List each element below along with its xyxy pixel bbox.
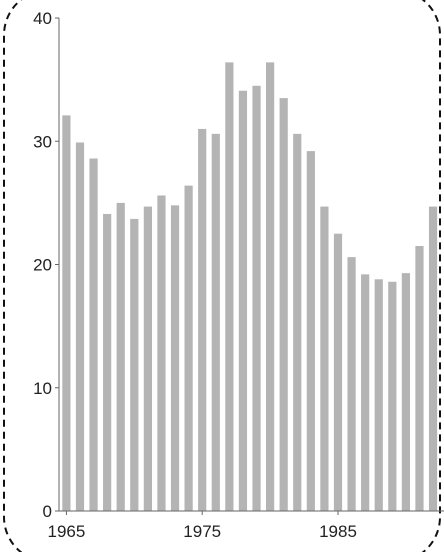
bar-1984 <box>320 206 329 511</box>
bar-1965 <box>62 115 71 512</box>
y-tick-label-20: 20 <box>33 256 52 275</box>
bar-1987 <box>361 274 370 511</box>
bar-1983 <box>306 151 315 512</box>
bar-1982 <box>293 133 302 512</box>
bar-1981 <box>279 98 288 512</box>
x-tick-label-1975: 1975 <box>183 522 221 541</box>
bar-1991 <box>415 246 424 511</box>
bar-1970 <box>130 218 139 511</box>
bar-1988 <box>374 279 383 511</box>
bar-1977 <box>225 62 234 512</box>
bar-1980 <box>266 62 275 512</box>
bars-group <box>62 62 438 512</box>
bar-1976 <box>211 133 220 512</box>
bar-1968 <box>103 213 112 511</box>
x-tick-label-1965: 1965 <box>47 522 85 541</box>
y-tick-label-0: 0 <box>43 502 52 521</box>
dashed-frame <box>3 0 441 552</box>
y-axis-ticks: 0 10 20 30 40 <box>33 9 59 521</box>
bar-1992 <box>428 206 438 511</box>
y-tick-label-10: 10 <box>33 379 52 398</box>
y-tick-label-30: 30 <box>33 132 52 151</box>
bar-1978 <box>238 90 248 511</box>
bar-1975 <box>198 128 207 511</box>
bar-1974 <box>184 185 193 511</box>
bar-1979 <box>252 85 261 511</box>
bar-1967 <box>89 158 98 511</box>
bar-1973 <box>170 205 180 511</box>
y-tick-label-40: 40 <box>33 9 52 28</box>
bar-1990 <box>401 273 410 511</box>
bar-1985 <box>333 233 343 511</box>
bar-1972 <box>157 195 166 512</box>
bar-1971 <box>143 206 152 511</box>
x-axis-ticks: 1965 1975 1985 <box>47 511 357 541</box>
bar-1989 <box>388 281 397 511</box>
bar-1969 <box>116 202 125 512</box>
bar-1966 <box>75 142 85 512</box>
x-tick-label-1985: 1985 <box>319 522 357 541</box>
bar-1986 <box>347 257 356 511</box>
